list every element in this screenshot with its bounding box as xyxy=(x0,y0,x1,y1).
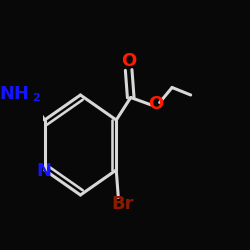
Text: O: O xyxy=(148,95,164,113)
Text: 2: 2 xyxy=(32,93,40,103)
Text: Br: Br xyxy=(112,195,134,213)
Text: NH: NH xyxy=(0,85,29,103)
Text: N: N xyxy=(36,162,51,180)
Text: O: O xyxy=(121,52,136,70)
